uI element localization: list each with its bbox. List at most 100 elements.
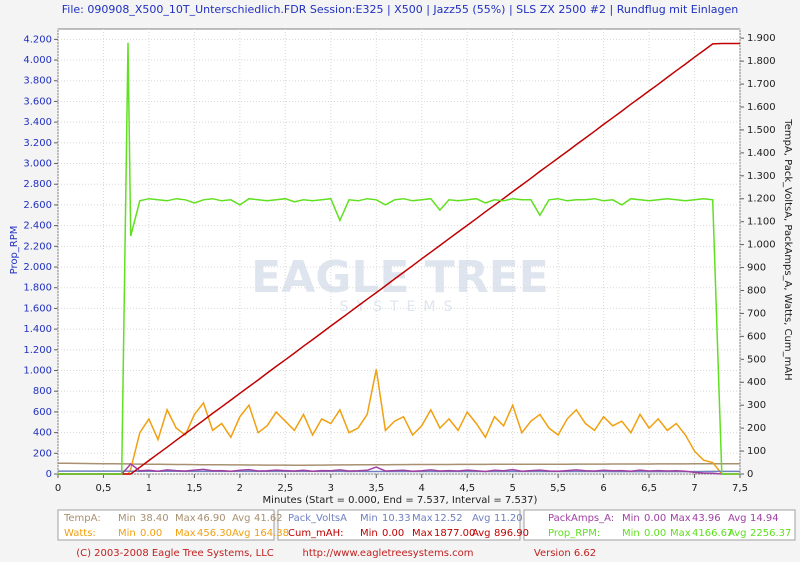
y-tick-label: 2.800 [23, 179, 52, 190]
legend-box [57, 509, 275, 541]
legend-stat-value: 43.96 [692, 513, 721, 524]
y2-tick-label: 1.100 [747, 217, 776, 228]
y2-tick-label: 1.200 [747, 194, 776, 205]
legend-stat-label: Max [175, 528, 196, 539]
y-tick-label: 1.400 [23, 324, 52, 335]
x-tick-label: 0,5 [96, 483, 112, 494]
y-tick-label: 2.400 [23, 221, 52, 232]
legend-stat-label: Max [412, 513, 433, 524]
x-tick-label: 0 [55, 483, 61, 494]
watermark: EAGLE TREE [251, 252, 549, 303]
legend-stat-value: 46.90 [197, 513, 226, 524]
y-tick-label: 2.000 [23, 262, 52, 273]
x-tick-label: 2,5 [277, 483, 293, 494]
plot-area [57, 28, 741, 475]
legend-stat-label: Max [670, 528, 691, 539]
x-tick-label: 7 [691, 483, 697, 494]
x-tick-label: 3,5 [368, 483, 384, 494]
legend-name: Watts: [64, 528, 96, 539]
legend-stat-value: 4166.67 [692, 528, 733, 539]
y-tick-label: 2.600 [23, 200, 52, 211]
legend-stat-label: Avg [472, 513, 491, 524]
legend-stat-value: 0.00 [140, 528, 162, 539]
legend-name: TempA: [63, 513, 101, 524]
legend-stat-label: Max [670, 513, 691, 524]
x-tick-label: 5,5 [550, 483, 566, 494]
y2-tick-label: 800 [747, 285, 766, 296]
y-tick-label: 3.800 [23, 76, 52, 87]
x-tick-label: 5 [509, 483, 515, 494]
y-tick-label: 3.200 [23, 138, 52, 149]
y-tick-label: 4.000 [23, 55, 52, 66]
y-tick-label: 1.000 [23, 366, 52, 377]
y-tick-label: 3.400 [23, 117, 52, 128]
legend-stat-value: 1877.00 [434, 528, 475, 539]
watermark: SYSTEMS [340, 299, 461, 315]
legend-stat-value: 41.62 [254, 513, 283, 524]
legend-stat-label: Avg [232, 513, 251, 524]
legend-stat-label: Max [175, 513, 196, 524]
x-axis-label: Minutes (Start = 0.000, End = 7.537, Int… [263, 495, 538, 506]
legend-name: Prop_RPM: [548, 528, 600, 539]
x-tick-label: 7,5 [732, 483, 748, 494]
y-tick-label: 4.200 [23, 34, 52, 45]
y-tick-label: 3.600 [23, 96, 52, 107]
legend-stat-value: 12.52 [434, 513, 463, 524]
x-tick-label: 4 [419, 483, 425, 494]
legend-stat-label: Min [360, 528, 378, 539]
y2-tick-label: 1.900 [747, 33, 776, 44]
legend-box [277, 509, 521, 541]
legend-stat-value: 896.90 [494, 528, 529, 539]
series-line [57, 462, 740, 466]
legend-stat-label: Min [118, 528, 136, 539]
y-tick-label: 800 [33, 386, 52, 397]
y2-tick-label: 600 [747, 331, 766, 342]
legend-stat-label: Min [360, 513, 378, 524]
legend-name: Cum_mAH: [288, 528, 344, 539]
y2-tick-label: 1.300 [747, 171, 776, 182]
legend-stat-value: 38.40 [140, 513, 169, 524]
y-tick-label: 400 [33, 428, 52, 439]
chart-title: File: 090908_X500_10T_Unterschiedlich.FD… [62, 3, 739, 16]
y2-tick-label: 1.700 [747, 79, 776, 90]
x-tick-label: 4,5 [459, 483, 475, 494]
series-line [58, 369, 740, 475]
y-tick-label: 1.800 [23, 283, 52, 294]
legend-name: Pack_VoltsA [288, 513, 347, 524]
y-tick-label: 1.600 [23, 303, 52, 314]
legend-stat-value: 0.00 [644, 528, 666, 539]
y2-tick-label: 700 [747, 308, 766, 319]
legend-stat-value: 456.30 [197, 528, 232, 539]
legend-stat-label: Avg [728, 513, 747, 524]
series-line [58, 462, 740, 475]
legend-stat-label: Min [622, 528, 640, 539]
y-tick-label: 600 [33, 407, 52, 418]
series-line [58, 42, 740, 475]
legend-stat-label: Max [412, 528, 433, 539]
y-tick-label: 2.200 [23, 241, 52, 252]
legend-stat-label: Avg [472, 528, 491, 539]
y2-tick-label: 300 [747, 400, 766, 411]
x-tick-label: 6 [600, 483, 606, 494]
y2-tick-label: 0 [747, 469, 753, 480]
y2-tick-label: 900 [747, 263, 766, 274]
legend-stat-value: 10.33 [382, 513, 411, 524]
legend-stat-value: 14.94 [750, 513, 779, 524]
y-axis-label: Prop_RPM [9, 226, 20, 275]
y2-tick-label: 500 [747, 354, 766, 365]
legend-stat-label: Min [622, 513, 640, 524]
y2-tick-label: 1.800 [747, 56, 776, 67]
y2-tick-label: 1.400 [747, 148, 776, 159]
footer-copyright: (C) 2003-2008 Eagle Tree Systems, LLC [76, 548, 274, 559]
legend-stat-label: Avg [728, 528, 747, 539]
footer-url[interactable]: http://www.eagletreesystems.com [302, 548, 473, 559]
legend-stat-value: 0.00 [382, 528, 404, 539]
y-tick-label: 3.000 [23, 159, 52, 170]
legend-stat-value: 2256.37 [750, 528, 791, 539]
series-line [58, 470, 740, 473]
legend-box [523, 509, 796, 541]
y-tick-label: 0 [46, 469, 52, 480]
y2-axis-label: TempA, Pack_VoltsA, PackAmps_A, Watts, C… [782, 118, 793, 380]
y2-tick-label: 200 [747, 423, 766, 434]
